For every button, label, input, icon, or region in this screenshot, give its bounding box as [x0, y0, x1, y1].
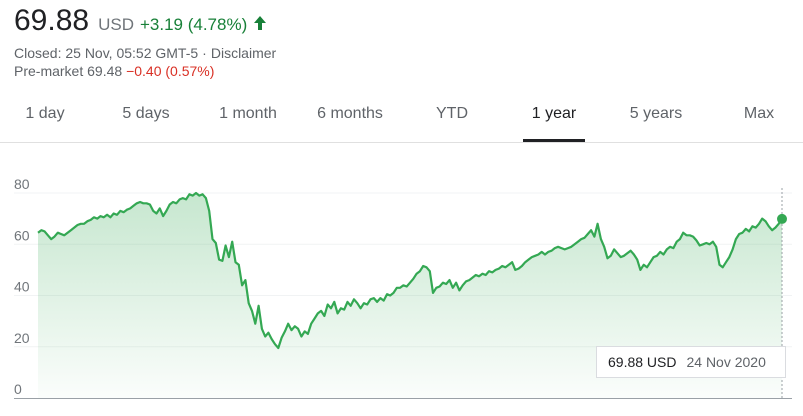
- price-row: 69.88 USD +3.19 (4.78%): [14, 4, 276, 38]
- quote-header: 69.88 USD +3.19 (4.78%) Closed: 25 Nov, …: [14, 4, 276, 80]
- tabs-divider: [0, 142, 803, 143]
- premarket-info: Pre-market 69.48 −0.40 (0.57%): [14, 62, 276, 80]
- tab-label: 1 year: [531, 105, 577, 122]
- tab-1-year[interactable]: 1 year: [523, 98, 585, 142]
- y-tick-label: 40: [14, 279, 30, 295]
- tooltip-value: 69.88 USD: [608, 354, 677, 370]
- tab-label: 5 days: [122, 105, 170, 122]
- tooltip-date: 24 Nov 2020: [686, 354, 766, 370]
- arrow-up-icon: [253, 15, 267, 31]
- tab-1-month[interactable]: 1 month: [210, 98, 286, 142]
- tab-1-day[interactable]: 1 day: [14, 98, 76, 142]
- y-tick-label: 20: [14, 330, 30, 346]
- tab-5-years[interactable]: 5 years: [621, 98, 691, 142]
- current-price: 69.88: [14, 4, 90, 37]
- tab-ytd[interactable]: YTD: [425, 98, 479, 142]
- tab-label: 1 day: [25, 105, 65, 122]
- y-tick-label: 0: [14, 381, 22, 397]
- price-change: +3.19 (4.78%): [139, 15, 248, 34]
- y-tick-label: 60: [14, 227, 30, 243]
- tab-label: Max: [743, 105, 775, 122]
- last-point-marker: [777, 213, 787, 224]
- tab-max[interactable]: Max: [734, 98, 784, 142]
- closed-time: Closed: 25 Nov, 05:52 GMT-5: [14, 45, 199, 61]
- tab-label: 5 years: [629, 105, 683, 122]
- price-line: [37, 191, 783, 350]
- disclaimer-link[interactable]: Disclaimer: [210, 45, 277, 61]
- tab-label: YTD: [436, 105, 468, 122]
- tab-6-months[interactable]: 6 months: [307, 98, 393, 142]
- premarket-price: Pre-market 69.48: [14, 63, 123, 79]
- tab-5-days[interactable]: 5 days: [112, 98, 180, 142]
- currency-label: USD: [98, 15, 134, 34]
- tab-label: 6 months: [317, 105, 383, 122]
- premarket-change: −0.40 (0.57%): [126, 63, 215, 79]
- y-tick-label: 80: [14, 176, 30, 192]
- tab-label: 1 month: [219, 105, 277, 122]
- market-status: Closed: 25 Nov, 05:52 GMT-5 · Disclaimer: [14, 45, 277, 61]
- range-tabs: 1 day 5 days 1 month 6 months YTD 1 year…: [0, 98, 803, 142]
- price-tooltip: 69.88 USD 24 Nov 2020: [596, 346, 786, 378]
